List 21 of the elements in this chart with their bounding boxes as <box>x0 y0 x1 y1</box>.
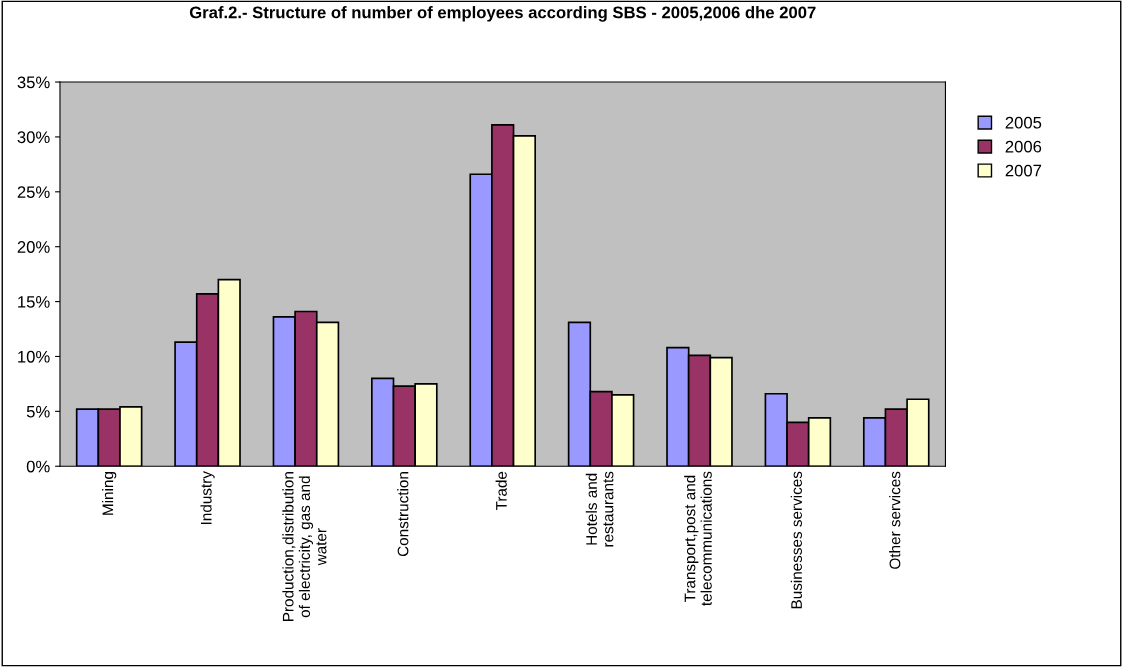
legend-label: 2005 <box>1005 116 1042 129</box>
y-tick-label: 15% <box>18 296 50 308</box>
x-tick-label: Trade <box>495 471 507 511</box>
legend-label: 2007 <box>1005 164 1042 177</box>
y-tick-label: 10% <box>18 350 50 363</box>
y-tick-label: 20% <box>17 241 50 253</box>
x-tick-label: Other services <box>889 471 901 569</box>
legend-label: 2006 <box>1005 140 1042 153</box>
x-tick-label: Construction <box>397 472 409 557</box>
y-tick-label: 0% <box>26 460 50 473</box>
chart-title: Graf.2.- Structure of number of employees according SBS - 2005,2006 dhe 2007 <box>189 6 816 22</box>
y-tick-label: 30% <box>17 131 50 144</box>
x-tick-label: Businesses services <box>790 471 802 609</box>
x-tick-label: Transport,post and telecommunications <box>684 471 712 606</box>
x-tick-label: Hotels and restaurants <box>585 471 614 547</box>
x-tick-label: Industry <box>200 471 215 525</box>
x-tick-label: Mining <box>102 472 117 515</box>
y-tick-label: 35% <box>17 76 50 89</box>
y-tick-label: 25% <box>17 186 50 199</box>
x-tick-label: Production,distribution of electricity, gas and water <box>282 472 327 621</box>
y-tick-label: 5% <box>26 405 50 418</box>
